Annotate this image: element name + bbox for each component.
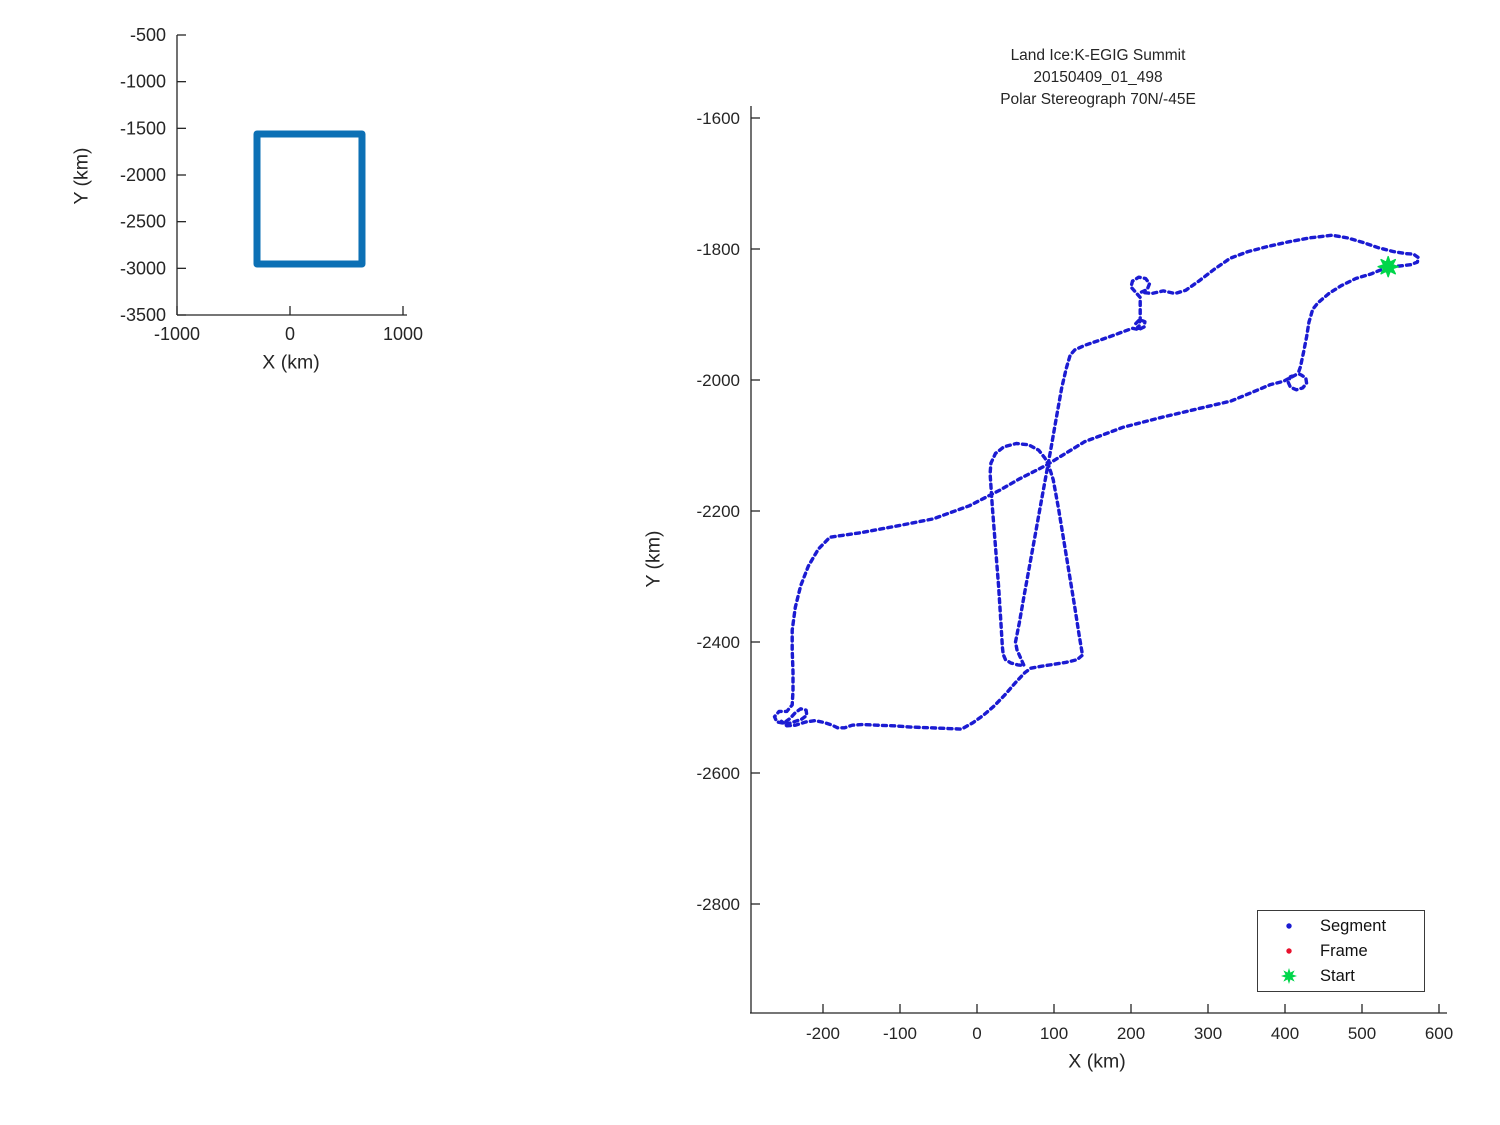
main-x-tick-label: 100 xyxy=(1040,1024,1068,1043)
start-marker-icon xyxy=(1258,966,1320,986)
main-x-tick-label: -100 xyxy=(883,1024,917,1043)
overview-ylabel: Y (km) xyxy=(70,147,93,205)
legend-item-frame: Frame xyxy=(1258,939,1424,964)
frame-marker-icon xyxy=(1258,945,1320,957)
legend-item-segment: Segment xyxy=(1258,914,1424,939)
flight-path xyxy=(772,233,1420,731)
main-x-tick-label: 0 xyxy=(972,1024,981,1043)
main-x-tick-label: 300 xyxy=(1194,1024,1222,1043)
main-x-tick-label: 500 xyxy=(1348,1024,1376,1043)
overview-coverage-rect xyxy=(253,130,366,268)
main-y-tick-label: -2800 xyxy=(697,895,740,914)
legend-label-segment: Segment xyxy=(1320,916,1387,935)
legend-item-start: Start xyxy=(1258,964,1424,989)
overview-y-tick-label: -1500 xyxy=(120,118,166,138)
start-marker xyxy=(1377,255,1399,278)
main-y-tick-label: -2200 xyxy=(697,502,740,521)
overview-x-tick-label: 1000 xyxy=(383,324,423,344)
main-y-tick-label: -1800 xyxy=(697,240,740,259)
title-line-3: Polar Stereograph 70N/-45E xyxy=(1000,91,1196,108)
legend-label-frame: Frame xyxy=(1320,941,1368,960)
main-x-tick-label: 400 xyxy=(1271,1024,1299,1043)
legend-label-start: Start xyxy=(1320,966,1355,985)
main-plot-title: Land Ice:K-EGIG Summit 20150409_01_498 P… xyxy=(750,45,1446,111)
main-xlabel: X (km) xyxy=(1068,1050,1126,1073)
overview-y-tick-label: -3000 xyxy=(120,258,166,278)
main-x-tick-label: 600 xyxy=(1425,1024,1453,1043)
overview-x-tick-label: 0 xyxy=(285,324,295,344)
segment-marker-icon xyxy=(1258,920,1320,932)
overview-x-tick-label: -1000 xyxy=(154,324,200,344)
overview-y-tick-label: -1000 xyxy=(120,72,166,92)
overview-xlabel: X (km) xyxy=(262,351,320,374)
overview-y-tick-label: -2500 xyxy=(120,212,166,232)
main-y-tick-label: -2000 xyxy=(697,371,740,390)
main-x-tick-label: 200 xyxy=(1117,1024,1145,1043)
title-line-1: Land Ice:K-EGIG Summit xyxy=(1010,47,1186,64)
overview-y-tick-label: -500 xyxy=(130,25,166,45)
main-y-tick-label: -2400 xyxy=(697,633,740,652)
main-y-tick-label: -2600 xyxy=(697,764,740,783)
overview-y-tick-label: -2000 xyxy=(120,165,166,185)
main-x-tick-label: -200 xyxy=(806,1024,840,1043)
overview-y-tick-label: -3500 xyxy=(120,305,166,325)
legend: Segment Frame Start xyxy=(1257,910,1425,992)
main-y-tick-label: -1600 xyxy=(697,109,740,128)
main-ylabel: Y (km) xyxy=(642,530,665,588)
title-line-2: 20150409_01_498 xyxy=(1033,69,1163,86)
